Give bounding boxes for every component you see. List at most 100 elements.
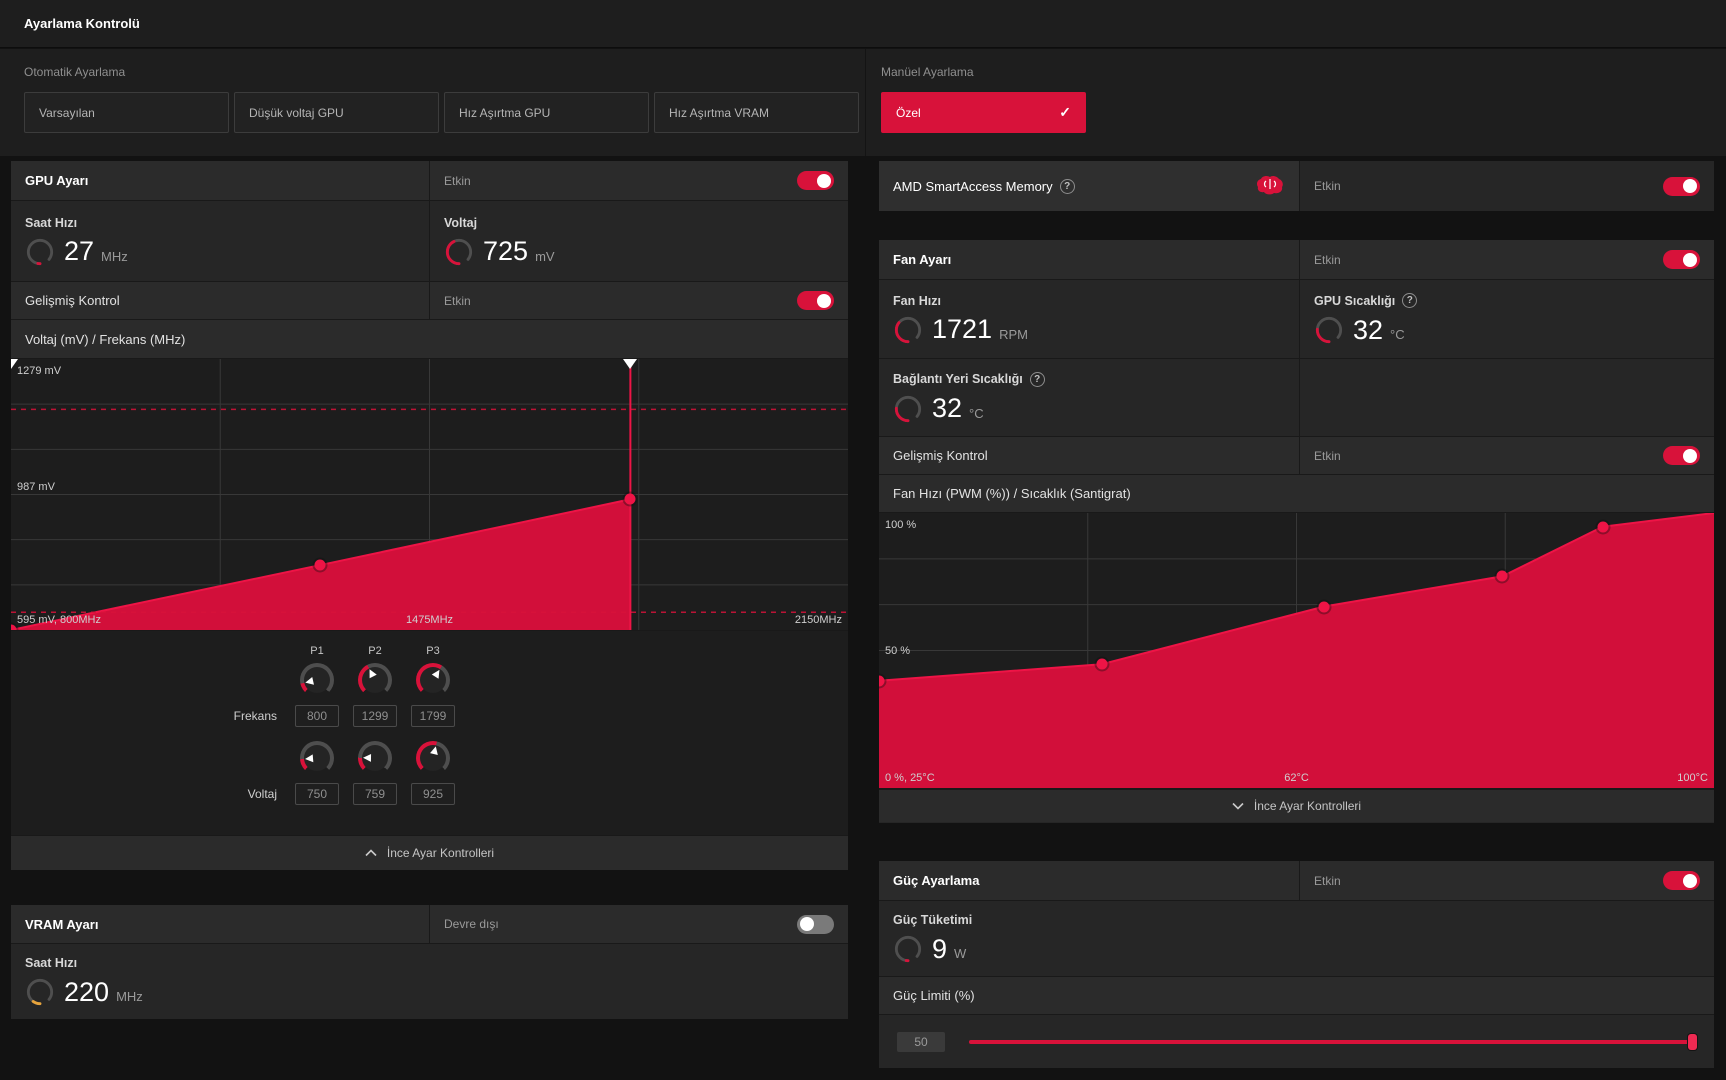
auto-tuning-label: Otomatik Ayarlama [24,65,126,79]
gpu-fine-controls-label: İnce Ayar Kontrolleri [386,846,495,860]
p1-voltage-input[interactable] [295,783,339,805]
curve-point[interactable] [11,624,17,630]
fan-speed-label: Fan Hızı [893,293,941,308]
vram-clock-label: Saat Hızı [25,956,78,970]
fan-advanced-label: Gelişmiş Kontrol [893,448,988,463]
custom-preset-label: Özel [896,105,921,120]
page-title-bar: Ayarlama Kontrolü [0,0,1726,48]
power-consumption-value: 9 [932,933,948,964]
page-title: Ayarlama Kontrolü [24,16,140,31]
smartaccess-brain-icon [1257,175,1283,195]
gpu-panel-title: GPU Ayarı [25,173,89,188]
junction-temp-gauge [894,395,922,422]
curve-point[interactable] [1496,570,1508,582]
fan-curve-chart[interactable]: 100 % 50 % 0 %, 25°C 62°C 100°C [879,513,1714,789]
vram-tuning-toggle[interactable] [797,914,834,934]
power-status-text: Etkin [1314,873,1341,888]
p3-voltage-input[interactable] [411,783,455,805]
power-limit-label: Güç Limiti (%) [893,988,975,1003]
gpu-voltage-unit: mV [535,248,555,264]
vram-tuning-panel: VRAM Ayarı Devre dışı Saat Hızı 220 MHz [11,905,848,1019]
gpu-advanced-toggle[interactable] [797,291,834,310]
power-tuning-toggle[interactable] [1663,871,1700,890]
auto-tuning-section: Otomatik Ayarlama Varsayılan Düşük voltaj… [0,49,866,156]
power-consumption-label: Güç Tüketimi [893,913,973,927]
vram-clock-gauge [26,978,54,1006]
smartaccess-toggle[interactable] [1663,176,1700,196]
p3-frequency-knob[interactable] [416,663,450,697]
fan-fine-controls-label: İnce Ayar Kontrolleri [1253,799,1362,813]
max-frequency-handle[interactable] [623,359,638,369]
curve-point[interactable] [314,559,326,571]
p2-frequency-input[interactable] [353,705,397,727]
fan-speed-unit: RPM [999,326,1028,342]
auto-preset-button-4[interactable]: Hız Aşırtma VRAM [654,92,859,133]
gpu-status-text: Etkin [444,173,471,188]
tuning-presets-section: Otomatik Ayarlama Varsayılan Düşük voltaj… [0,49,1726,156]
fan-advanced-toggle[interactable] [1663,446,1700,465]
curve-point[interactable] [1597,521,1609,533]
smartaccess-help-icon[interactable]: ? [1059,178,1075,194]
gpu-temp-unit: °C [1390,327,1405,342]
power-limit-slider-handle[interactable] [1688,1033,1697,1050]
fan-status-text: Etkin [1314,252,1341,267]
gpu-temp-help-icon[interactable]: ? [1402,293,1418,308]
curve-point[interactable] [879,675,885,687]
curve-point[interactable] [624,493,636,505]
p1-voltage-knob[interactable] [300,741,334,775]
power-limit-input[interactable] [897,1031,945,1052]
gpu-fine-controls-collapse[interactable]: İnce Ayar Kontrolleri [11,835,848,870]
p3-voltage-knob[interactable] [416,741,450,775]
gpu-chart-title: Voltaj (mV) / Frekans (MHz) [25,331,186,347]
gpu-voltage-gauge [445,238,473,265]
junction-temp-unit: °C [969,405,984,421]
chevron-down-icon [1232,802,1244,810]
gpu-advanced-status: Etkin [444,293,471,308]
junction-temp-label: Bağlantı Yeri Sıcaklığı [893,372,1023,386]
fan-speed-gauge [894,316,922,343]
gpu-fine-tuning-zone: P1 P2 P3 Frekans Voltaj [11,631,848,835]
check-icon: ✓ [1059,104,1071,120]
auto-preset-button-1[interactable]: Varsayılan [24,92,229,133]
state-p3-label: P3 [426,645,440,657]
voltage-row-label: Voltaj [247,787,277,801]
manual-tuning-section: Manüel Ayarlama Özel ✓ [866,49,1726,156]
gpu-voltage-frequency-chart[interactable]: 1279 mV 987 mV 595 mV, 800MHz 1475MHz 21… [11,359,848,631]
gpu-tuning-toggle[interactable] [797,171,834,190]
vram-clock-value: 220 [64,976,110,1007]
fan-fine-controls-expand[interactable]: İnce Ayar Kontrolleri [879,789,1714,822]
gpu-temp-gauge [1315,316,1343,344]
power-tuning-panel: Güç Ayarlama Etkin Güç Tüketimi 9 W Güç … [879,861,1714,1068]
vram-clock-unit: MHz [116,989,143,1004]
p2-voltage-input[interactable] [353,783,397,805]
power-consumption-gauge [894,935,922,963]
p1-frequency-input[interactable] [295,705,339,727]
p3-frequency-input[interactable] [411,705,455,727]
auto-preset-button-3[interactable]: Hız Aşırtma GPU [444,92,649,133]
curve-point[interactable] [1096,658,1108,670]
custom-preset-button[interactable]: Özel ✓ [881,92,1086,133]
p2-frequency-knob[interactable] [358,663,392,697]
gpu-voltage-label: Voltaj [444,215,478,230]
min-frequency-handle[interactable] [11,359,18,369]
p1-frequency-knob[interactable] [300,663,334,697]
smartaccess-status-text: Etkin [1314,179,1341,193]
auto-preset-buttons: Varsayılan Düşük voltaj GPU Hız Aşırtma GP… [24,92,865,133]
fan-chart-title: Fan Hızı (PWM (%)) / Sıcaklık (Santigrat… [893,486,1131,501]
fan-tuning-toggle[interactable] [1663,250,1700,269]
auto-preset-button-2[interactable]: Düşük voltaj GPU [234,92,439,133]
gpu-advanced-label: Gelişmiş Kontrol [25,293,120,308]
power-limit-slider[interactable] [969,1033,1697,1050]
state-p1-label: P1 [310,645,324,657]
frequency-row-label: Frekans [233,709,277,723]
junction-temp-help-icon[interactable]: ? [1029,371,1045,387]
power-consumption-unit: W [954,946,967,961]
p2-voltage-knob[interactable] [358,741,392,775]
smartaccess-title: AMD SmartAccess Memory [893,178,1053,194]
vram-panel-title: VRAM Ayarı [25,916,99,932]
junction-temp-value: 32 [932,393,963,423]
curve-point[interactable] [1318,601,1330,612]
vram-status-text: Devre dışı [444,917,499,931]
gpu-clock-unit: MHz [101,248,128,264]
power-limit-slider-row [879,1015,1714,1068]
